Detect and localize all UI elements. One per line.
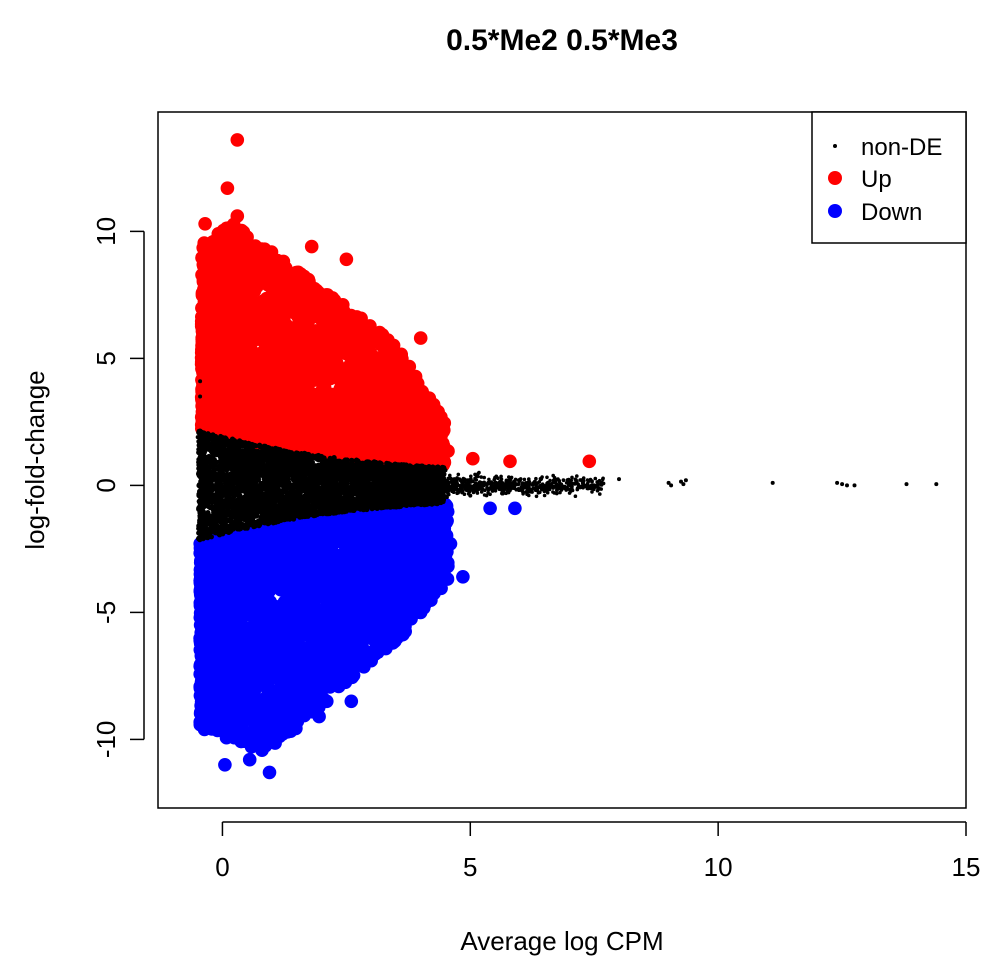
up-point xyxy=(232,357,246,371)
up-point xyxy=(393,360,408,375)
up-point xyxy=(195,288,210,303)
up-point xyxy=(295,424,309,438)
up-point xyxy=(216,378,230,392)
up-point xyxy=(238,233,253,247)
plot-area xyxy=(193,133,939,780)
up-point xyxy=(374,336,388,351)
up-point xyxy=(271,412,285,427)
up-point xyxy=(249,393,264,408)
up-point xyxy=(247,380,261,394)
up-point xyxy=(288,398,303,413)
up-point xyxy=(211,227,226,241)
up-point xyxy=(360,423,375,437)
series-up xyxy=(194,217,452,473)
up-point xyxy=(329,410,344,424)
up-point xyxy=(344,390,359,405)
up-point xyxy=(280,297,295,311)
down-point xyxy=(254,568,268,583)
up-point xyxy=(274,373,289,388)
plot-frame xyxy=(157,111,967,809)
down-point xyxy=(241,607,255,622)
up-point xyxy=(195,250,209,265)
up-point xyxy=(258,368,273,382)
up-point xyxy=(340,316,355,331)
up-point xyxy=(343,358,357,373)
up-point xyxy=(331,422,346,437)
up-point xyxy=(276,313,291,328)
down-point xyxy=(347,551,361,566)
up-point xyxy=(422,391,437,406)
down-point xyxy=(313,517,328,532)
up-point xyxy=(195,331,209,345)
up-point xyxy=(294,334,308,349)
up-point xyxy=(213,357,227,372)
up-point xyxy=(338,439,353,453)
down-point xyxy=(229,687,243,702)
up-point xyxy=(297,295,312,310)
up-point xyxy=(405,398,419,412)
up-point xyxy=(354,341,368,355)
up-point xyxy=(361,409,376,423)
down-point xyxy=(363,579,377,594)
up-point xyxy=(222,345,236,359)
up-point xyxy=(357,320,371,334)
up-point xyxy=(383,427,398,442)
up-point xyxy=(304,386,319,401)
down-point xyxy=(345,654,360,668)
up-point xyxy=(246,275,261,290)
up-point xyxy=(356,372,371,387)
up-point xyxy=(380,382,395,396)
up-point xyxy=(224,396,239,411)
up-point xyxy=(239,331,254,346)
up-point xyxy=(248,405,262,419)
up-point xyxy=(269,342,283,357)
up-point xyxy=(333,387,347,402)
up-point xyxy=(371,351,386,365)
up-point xyxy=(208,302,223,317)
up-point xyxy=(252,424,266,439)
up-point xyxy=(434,429,448,443)
up-point xyxy=(319,396,334,411)
up-point xyxy=(302,308,316,323)
up-point xyxy=(314,325,329,340)
up-point xyxy=(196,378,210,393)
up-point xyxy=(277,327,292,342)
up-point xyxy=(290,272,305,287)
up-point xyxy=(332,339,347,354)
chart-title: 0.5*Me2 0.5*Me3 xyxy=(446,24,678,57)
up-point xyxy=(319,307,334,322)
up-point xyxy=(197,350,212,365)
up-point xyxy=(394,348,409,363)
up-point xyxy=(291,383,306,397)
up-point xyxy=(317,381,332,395)
up-point xyxy=(196,409,211,423)
up-point xyxy=(208,268,223,283)
up-point xyxy=(220,314,234,329)
up-point xyxy=(327,355,342,370)
up-point xyxy=(218,410,233,425)
up-point xyxy=(259,259,274,273)
down-point xyxy=(283,724,298,738)
up-point xyxy=(415,435,429,449)
up-point xyxy=(251,301,266,316)
up-point xyxy=(308,366,323,381)
up-point xyxy=(233,309,248,324)
up-point xyxy=(289,320,303,334)
up-point xyxy=(231,286,245,301)
up-point xyxy=(366,392,380,406)
up-point xyxy=(251,319,265,333)
up-point xyxy=(403,419,418,434)
up-point xyxy=(320,288,335,302)
up-point xyxy=(264,329,279,344)
up-point xyxy=(270,286,284,300)
